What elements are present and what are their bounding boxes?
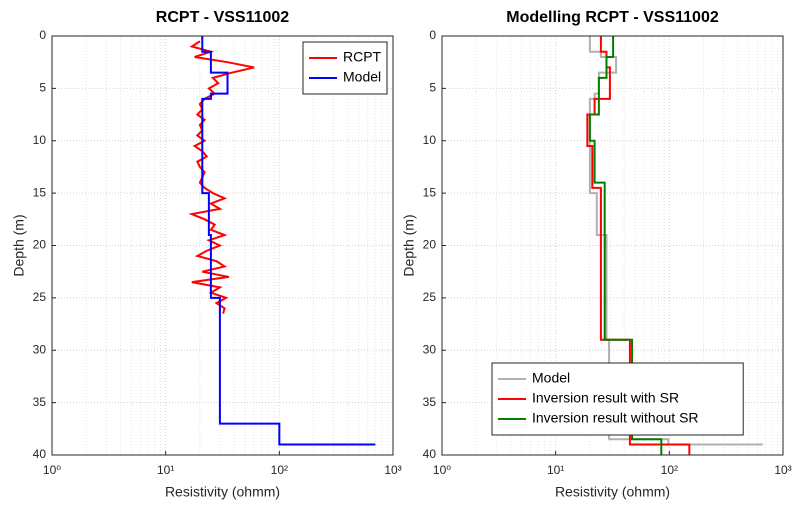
y-tick-label: 30 — [33, 342, 47, 356]
x-tick-label: 10² — [661, 463, 678, 477]
plot-area — [52, 36, 393, 455]
y-tick-label: 15 — [33, 185, 47, 199]
x-axis-label: Resistivity (ohmm) — [555, 484, 670, 500]
y-tick-label: 0 — [39, 28, 46, 42]
legend: Model Inversion result with SR Inversion r… — [491, 362, 744, 436]
legend-label: Inversion result without SR — [532, 410, 699, 426]
y-tick-label: 25 — [33, 290, 47, 304]
chart-title: RCPT - VSS11002 — [156, 9, 290, 26]
legend-label: RCPT — [343, 49, 382, 65]
x-tick-label: 10³ — [774, 463, 791, 477]
x-axis-label: Resistivity (ohmm) — [165, 484, 280, 500]
y-axis-label: Depth (m) — [11, 214, 27, 276]
axes-box — [51, 35, 394, 456]
y-tick-label: 35 — [33, 395, 47, 409]
y-axis-label: Depth (m) — [401, 214, 417, 276]
y-tick-label: 20 — [33, 238, 47, 252]
chart-title: Modelling RCPT - VSS11002 — [506, 9, 719, 26]
y-tick-label: 5 — [39, 81, 46, 95]
x-tick-label: 10¹ — [157, 463, 174, 477]
x-tick-label: 10⁰ — [43, 463, 61, 477]
legend-label: Inversion result with SR — [532, 390, 679, 406]
legend-box — [302, 41, 388, 95]
x-tick-label: 10³ — [384, 463, 401, 477]
y-tick-label: 5 — [429, 81, 436, 95]
y-tick-label: 15 — [423, 185, 437, 199]
y-tick-label: 20 — [423, 238, 437, 252]
y-tick-label: 0 — [429, 28, 436, 42]
axes-box — [441, 35, 784, 456]
y-tick-label: 10 — [33, 133, 47, 147]
x-tick-label: 10⁰ — [433, 463, 451, 477]
x-tick-label: 10¹ — [547, 463, 564, 477]
y-tick-label: 40 — [33, 447, 47, 461]
legend: RCPT Model — [302, 41, 388, 95]
y-tick-label: 25 — [423, 290, 437, 304]
legend-label: Model — [343, 69, 381, 85]
y-tick-label: 10 — [423, 133, 437, 147]
y-tick-label: 40 — [423, 447, 437, 461]
y-tick-label: 35 — [423, 395, 437, 409]
legend-label: Model — [532, 370, 570, 386]
y-tick-label: 30 — [423, 342, 437, 356]
legend-box — [491, 362, 744, 436]
series-line — [201, 36, 376, 446]
x-tick-label: 10² — [271, 463, 288, 477]
